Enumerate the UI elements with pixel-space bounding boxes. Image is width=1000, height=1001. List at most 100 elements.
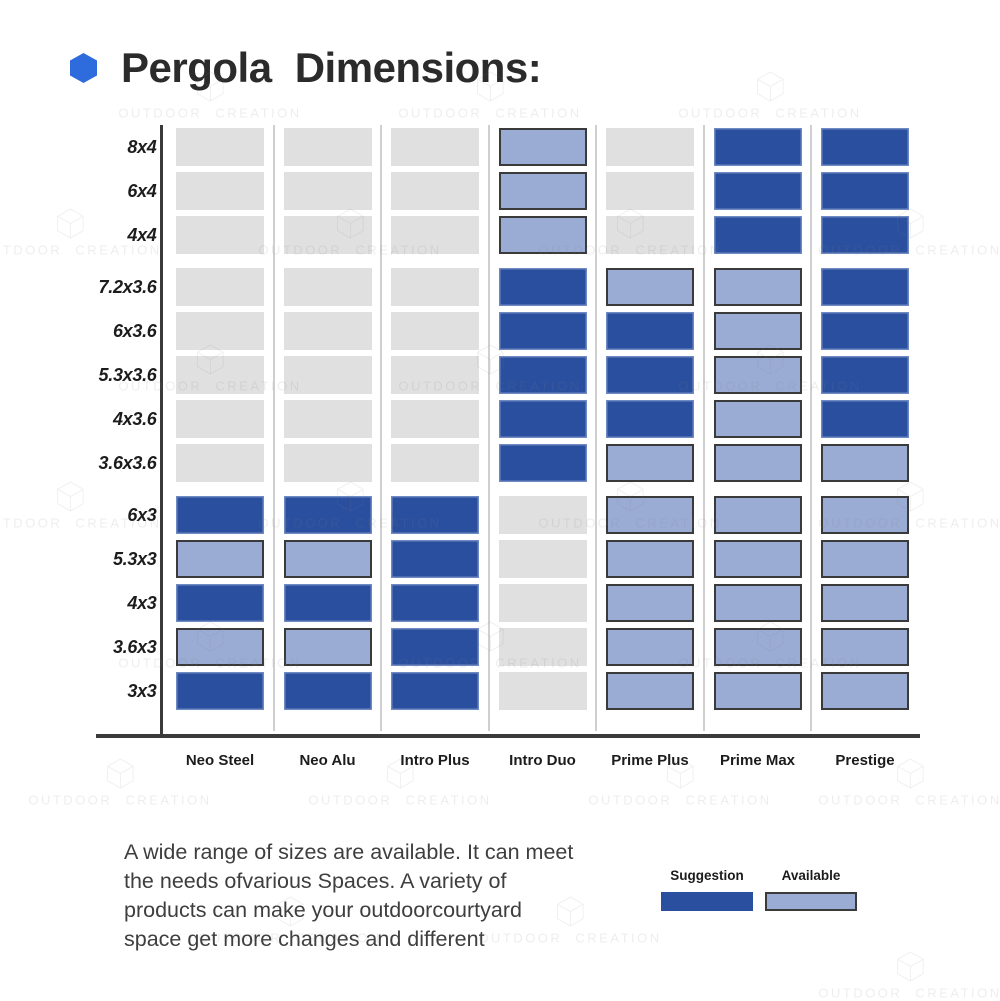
row-label-3-6x3: 3.6x3 xyxy=(112,637,157,657)
row-label-4x4: 4x4 xyxy=(127,225,157,245)
cell-3-6x3-neo-alu xyxy=(283,628,372,666)
cell-3x3-neo-steel xyxy=(176,672,264,710)
cell-6x3-prestige xyxy=(821,496,909,534)
cell-4x3-intro-duo xyxy=(498,584,587,622)
cell-3-6x3-neo-steel xyxy=(176,628,264,666)
column-label-intro-duo: Intro Duo xyxy=(509,752,576,769)
suggestion-swatch xyxy=(661,892,753,911)
cell-4x3-neo-alu xyxy=(283,584,372,622)
cell-5-3x3-intro-duo xyxy=(498,540,587,578)
cell-6x3-intro-duo xyxy=(498,496,587,534)
cell-7-2x3-6-neo-alu xyxy=(283,268,372,306)
legend-item-suggestion: Suggestion xyxy=(661,868,753,911)
legend: Suggestion Available xyxy=(661,868,857,911)
cell-3x3-intro-duo xyxy=(498,672,587,710)
cell-5-3x3-6-neo-steel xyxy=(176,356,264,394)
cell-5-3x3-intro-plus xyxy=(391,540,479,578)
cube-logo-icon xyxy=(756,71,784,102)
y-axis-line xyxy=(160,125,163,737)
cell-6x3-6-intro-duo xyxy=(498,312,587,350)
cell-3x3-prime-max xyxy=(713,672,802,710)
watermark-text: OUTDOOR CREATION xyxy=(588,792,772,808)
watermark-text: OUTDOOR CREATION xyxy=(818,792,1000,808)
matrix-row-3x3: 3x3 xyxy=(88,672,909,710)
matrix-row-6x3-6: 6x3.6 xyxy=(88,312,909,350)
cell-7-2x3-6-neo-steel xyxy=(176,268,264,306)
column-label-prestige: Prestige xyxy=(835,752,895,769)
cell-6x4-neo-alu xyxy=(283,172,372,210)
cell-6x4-prime-max xyxy=(713,172,802,210)
cell-4x3-prestige xyxy=(821,584,909,622)
cell-4x4-neo-steel xyxy=(176,216,264,254)
cell-3-6x3-prime-plus xyxy=(606,628,694,666)
watermark-text: OUTDOOR CREATION xyxy=(308,792,492,808)
hexagon-bullet-icon xyxy=(70,53,97,83)
row-label-6x4: 6x4 xyxy=(127,181,157,201)
cell-4x3-6-intro-duo xyxy=(498,400,587,438)
cell-8x4-neo-steel xyxy=(176,128,264,166)
cell-4x3-6-prime-plus xyxy=(606,400,694,438)
column-separator xyxy=(702,125,705,731)
cell-4x4-neo-alu xyxy=(283,216,372,254)
row-label-7-2x3-6: 7.2x3.6 xyxy=(98,277,157,297)
matrix-row-4x3-6: 4x3.6 xyxy=(88,400,909,438)
cell-3-6x3-6-intro-duo xyxy=(498,444,587,482)
cell-6x3-6-intro-plus xyxy=(391,312,479,350)
matrix-row-5-3x3-6: 5.3x3.6 xyxy=(88,356,909,394)
cell-6x3-prime-plus xyxy=(606,496,694,534)
column-separator xyxy=(595,125,598,731)
watermark-text: OUTDOOR CREATION xyxy=(678,105,862,121)
row-label-5-3x3-6: 5.3x3.6 xyxy=(98,365,157,385)
cell-4x3-6-prestige xyxy=(821,400,909,438)
cell-3-6x3-6-prime-plus xyxy=(606,444,694,482)
cell-3-6x3-6-neo-steel xyxy=(176,444,264,482)
cell-8x4-intro-duo xyxy=(498,128,587,166)
description-text: A wide range of sizes are available. It … xyxy=(124,840,574,951)
cell-8x4-intro-plus xyxy=(391,128,479,166)
cell-5-3x3-prime-max xyxy=(713,540,802,578)
watermark-text: OUTDOOR CREATION xyxy=(818,985,1000,1001)
cell-5-3x3-neo-steel xyxy=(176,540,264,578)
cell-8x4-prestige xyxy=(821,128,909,166)
cell-5-3x3-6-intro-plus xyxy=(391,356,479,394)
x-axis-line xyxy=(96,734,920,738)
row-label-3x3: 3x3 xyxy=(127,681,157,701)
cell-6x3-neo-alu xyxy=(283,496,372,534)
cell-7-2x3-6-intro-duo xyxy=(498,268,587,306)
cell-3-6x3-6-intro-plus xyxy=(391,444,479,482)
cell-7-2x3-6-intro-plus xyxy=(391,268,479,306)
column-label-prime-max: Prime Max xyxy=(719,752,796,769)
cell-6x4-neo-steel xyxy=(176,172,264,210)
watermark-text: OUTDOOR CREATION xyxy=(118,105,302,121)
row-label-6x3-6: 6x3.6 xyxy=(112,321,157,341)
matrix-row-3-6x3-6: 3.6x3.6 xyxy=(88,444,909,482)
matrix-row-6x3: 6x3 xyxy=(88,496,909,534)
cell-7-2x3-6-prime-max xyxy=(713,268,802,306)
cell-4x3-prime-max xyxy=(713,584,802,622)
cell-3-6x3-intro-duo xyxy=(498,628,587,666)
column-separator xyxy=(487,125,490,731)
cell-5-3x3-6-prime-plus xyxy=(606,356,694,394)
watermark-text: OUTDOOR CREATION xyxy=(398,105,582,121)
cell-7-2x3-6-prime-plus xyxy=(606,268,694,306)
cell-8x4-neo-alu xyxy=(283,128,372,166)
available-swatch xyxy=(765,892,857,911)
cell-6x4-intro-plus xyxy=(391,172,479,210)
column-label-prime-plus: Prime Plus xyxy=(611,752,689,769)
cell-3-6x3-prime-max xyxy=(713,628,802,666)
cell-6x4-prime-plus xyxy=(606,172,694,210)
cell-5-3x3-6-intro-duo xyxy=(498,356,587,394)
legend-item-available: Available xyxy=(765,868,857,911)
cell-4x3-prime-plus xyxy=(606,584,694,622)
cell-6x3-6-neo-alu xyxy=(283,312,372,350)
pergola-dimensions-chart: 8x4 6x4 4x4 7.2x3.6 6x3.6 5.3x3.6 4x3.6 3.6x3.6… xyxy=(0,125,1000,785)
cell-3-6x3-intro-plus xyxy=(391,628,479,666)
cell-6x3-6-neo-steel xyxy=(176,312,264,350)
row-label-8x4: 8x4 xyxy=(127,137,157,157)
cell-5-3x3-6-neo-alu xyxy=(283,356,372,394)
cell-3x3-prestige xyxy=(821,672,909,710)
legend-label-suggestion: Suggestion xyxy=(670,868,744,883)
cell-4x3-6-neo-alu xyxy=(283,400,372,438)
row-label-6x3: 6x3 xyxy=(127,505,157,525)
cell-4x4-intro-duo xyxy=(498,216,587,254)
